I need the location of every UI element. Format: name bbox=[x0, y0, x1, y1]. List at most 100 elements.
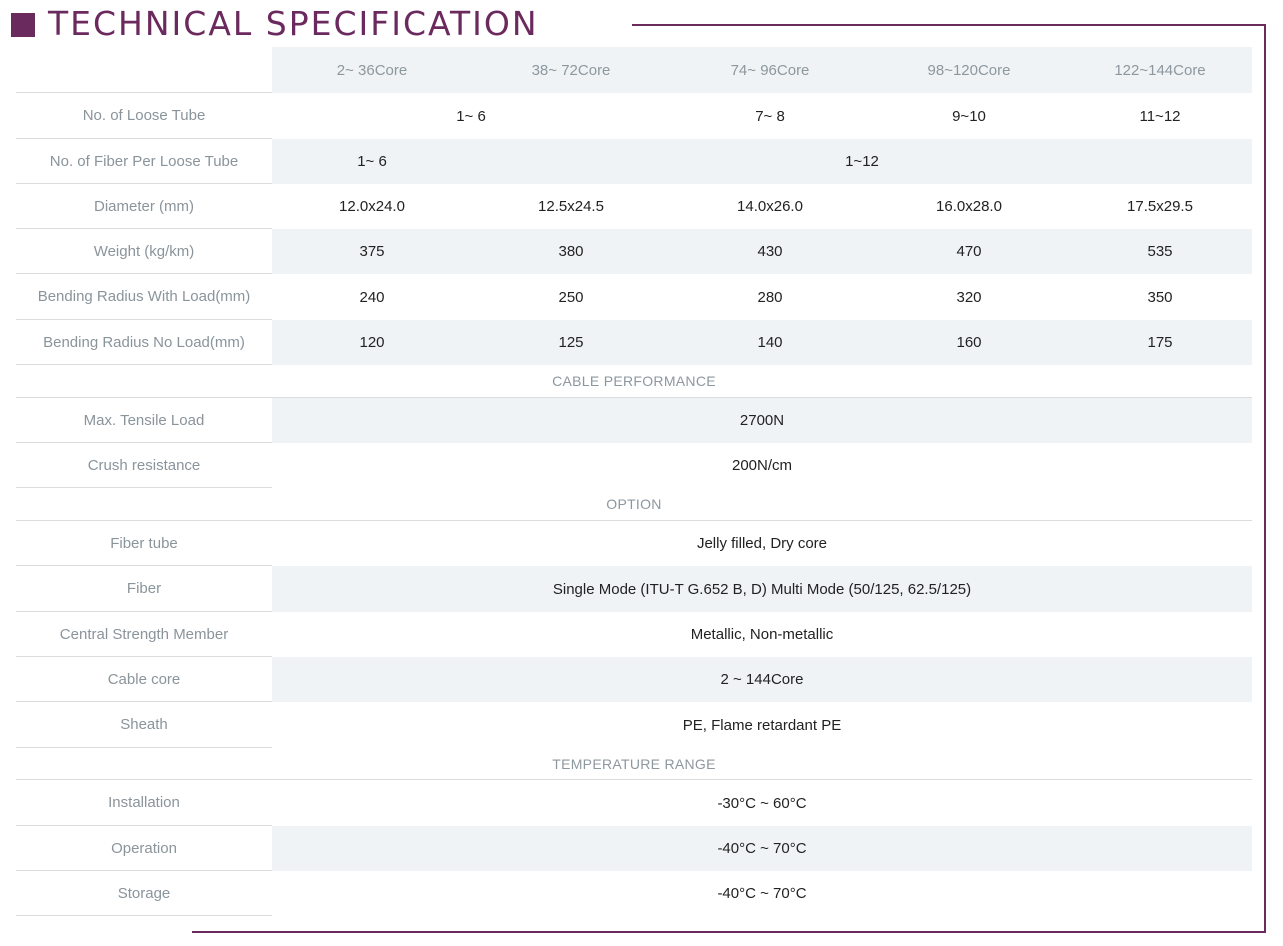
frame-top-line bbox=[632, 24, 1265, 26]
table-row: Max. Tensile Load 2700N bbox=[16, 398, 1252, 443]
table-row: Fiber Single Mode (ITU-T G.652 B, D) Mul… bbox=[16, 566, 1252, 612]
table-row: Bending Radius With Load(mm) 240 250 280… bbox=[16, 274, 1252, 320]
row-values: 1~ 6 7~ 8 9~10 11~12 bbox=[272, 93, 1252, 139]
row-values: 120 125 140 160 175 bbox=[272, 320, 1252, 365]
table-row: Fiber tube Jelly filled, Dry core bbox=[16, 521, 1252, 566]
table-cell: Metallic, Non-metallic bbox=[690, 626, 834, 643]
column-header: 2~ 36Core bbox=[336, 61, 408, 79]
table-cell: 350 bbox=[1147, 288, 1173, 306]
table-row: Crush resistance 200N/cm bbox=[16, 443, 1252, 488]
row-label: Sheath bbox=[16, 702, 272, 748]
frame-bottom-line bbox=[192, 931, 1266, 933]
table-row: Operation -40°C ~ 70°C bbox=[16, 826, 1252, 871]
table-row: No. of Fiber Per Loose Tube 1~ 6 1~12 bbox=[16, 139, 1252, 184]
table-cell: 240 bbox=[359, 288, 385, 306]
row-values: 1~ 6 1~12 bbox=[272, 139, 1252, 184]
table-cell: Jelly filled, Dry core bbox=[696, 535, 828, 552]
table-row: Sheath PE, Flame retardant PE bbox=[16, 702, 1252, 748]
table-cell: -40°C ~ 70°C bbox=[717, 885, 807, 902]
section-heading-temperature: TEMPERATURE RANGE bbox=[16, 748, 1252, 780]
table-cell: 12.5x24.5 bbox=[538, 198, 604, 215]
table-header-row: 2~ 36Core 38~ 72Core 74~ 96Core 98~120Co… bbox=[16, 47, 1252, 93]
row-label: Bending Radius With Load(mm) bbox=[16, 274, 272, 320]
table-row: Installation -30°C ~ 60°C bbox=[16, 780, 1252, 826]
frame-right-line bbox=[1264, 24, 1266, 933]
table-cell: 2 ~ 144Core bbox=[720, 671, 804, 688]
table-cell: 12.0x24.0 bbox=[339, 198, 405, 215]
table-cell: 140 bbox=[757, 334, 783, 351]
table-cell: 120 bbox=[359, 334, 385, 351]
row-label: Fiber tube bbox=[16, 521, 272, 566]
row-values: 375 380 430 470 535 bbox=[272, 229, 1252, 274]
table-cell: 320 bbox=[956, 288, 982, 306]
row-label: Bending Radius No Load(mm) bbox=[16, 320, 272, 365]
table-row: Central Strength Member Metallic, Non-me… bbox=[16, 612, 1252, 657]
table-cell: 11~12 bbox=[1139, 107, 1181, 125]
table-cell: 14.0x26.0 bbox=[737, 198, 803, 215]
table-cell: 250 bbox=[558, 288, 584, 306]
table-cell: 280 bbox=[757, 288, 783, 306]
table-cell: 1~12 bbox=[845, 153, 879, 170]
row-values: -40°C ~ 70°C bbox=[272, 871, 1252, 916]
row-label: No. of Fiber Per Loose Tube bbox=[16, 139, 272, 184]
page-title: TECHNICAL SPECIFICATION bbox=[48, 4, 539, 43]
column-header: 74~ 96Core bbox=[730, 61, 810, 79]
column-header: 98~120Core bbox=[927, 61, 1011, 79]
table-row: Bending Radius No Load(mm) 120 125 140 1… bbox=[16, 320, 1252, 365]
table-cell: 200N/cm bbox=[731, 457, 793, 474]
row-values: 12.0x24.0 12.5x24.5 14.0x26.0 16.0x28.0 … bbox=[272, 184, 1252, 229]
table-cell: 535 bbox=[1147, 243, 1173, 260]
row-values: 2700N bbox=[272, 398, 1252, 443]
row-values: 2 ~ 144Core bbox=[272, 657, 1252, 702]
row-values: PE, Flame retardant PE bbox=[272, 702, 1252, 748]
row-label: Diameter (mm) bbox=[16, 184, 272, 229]
row-label: Fiber bbox=[16, 566, 272, 612]
table-cell: 375 bbox=[359, 243, 385, 260]
table-cell: PE, Flame retardant PE bbox=[682, 716, 842, 734]
table-cell: 7~ 8 bbox=[755, 107, 785, 125]
table-cell: 2700N bbox=[739, 412, 785, 429]
row-values: -40°C ~ 70°C bbox=[272, 826, 1252, 871]
row-label: Cable core bbox=[16, 657, 272, 702]
row-label: Storage bbox=[16, 871, 272, 916]
row-label: Operation bbox=[16, 826, 272, 871]
header-values: 2~ 36Core 38~ 72Core 74~ 96Core 98~120Co… bbox=[272, 47, 1252, 93]
row-values: 200N/cm bbox=[272, 443, 1252, 488]
row-values: -30°C ~ 60°C bbox=[272, 780, 1252, 826]
section-heading-performance: CABLE PERFORMANCE bbox=[16, 365, 1252, 398]
table-cell: 16.0x28.0 bbox=[936, 198, 1002, 215]
row-values: Jelly filled, Dry core bbox=[272, 521, 1252, 566]
table-cell: 17.5x29.5 bbox=[1127, 198, 1193, 215]
row-values: Single Mode (ITU-T G.652 B, D) Multi Mod… bbox=[272, 566, 1252, 612]
row-values: 240 250 280 320 350 bbox=[272, 274, 1252, 320]
table-row: Cable core 2 ~ 144Core bbox=[16, 657, 1252, 702]
table-cell: 430 bbox=[757, 243, 783, 260]
table-cell: Single Mode (ITU-T G.652 B, D) Multi Mod… bbox=[552, 580, 972, 598]
row-values: Metallic, Non-metallic bbox=[272, 612, 1252, 657]
section-heading-option: OPTION bbox=[16, 488, 1252, 521]
column-header: 38~ 72Core bbox=[531, 61, 611, 79]
table-row: Storage -40°C ~ 70°C bbox=[16, 871, 1252, 916]
row-label: Central Strength Member bbox=[16, 612, 272, 657]
row-label: Installation bbox=[16, 780, 272, 826]
table-cell: -40°C ~ 70°C bbox=[717, 840, 807, 857]
table-cell: 1~ 6 bbox=[357, 153, 387, 170]
table-row: No. of Loose Tube 1~ 6 7~ 8 9~10 11~12 bbox=[16, 93, 1252, 139]
title-square-icon bbox=[11, 13, 35, 37]
table-cell: 9~10 bbox=[952, 107, 986, 125]
column-header: 122~144Core bbox=[1114, 61, 1206, 79]
table-row: Weight (kg/km) 375 380 430 470 535 bbox=[16, 229, 1252, 274]
table-cell: 1~ 6 bbox=[456, 107, 486, 125]
table-cell: 380 bbox=[558, 243, 584, 260]
row-label: Weight (kg/km) bbox=[16, 229, 272, 274]
table-cell: 470 bbox=[956, 243, 982, 260]
table-row: Diameter (mm) 12.0x24.0 12.5x24.5 14.0x2… bbox=[16, 184, 1252, 229]
table-cell: 125 bbox=[558, 334, 584, 351]
header-empty-cell bbox=[16, 47, 272, 93]
row-label: No. of Loose Tube bbox=[16, 93, 272, 139]
table-cell: 160 bbox=[956, 334, 982, 351]
row-label: Max. Tensile Load bbox=[16, 398, 272, 443]
table-cell: -30°C ~ 60°C bbox=[717, 794, 807, 812]
row-label: Crush resistance bbox=[16, 443, 272, 488]
table-cell: 175 bbox=[1147, 334, 1173, 351]
